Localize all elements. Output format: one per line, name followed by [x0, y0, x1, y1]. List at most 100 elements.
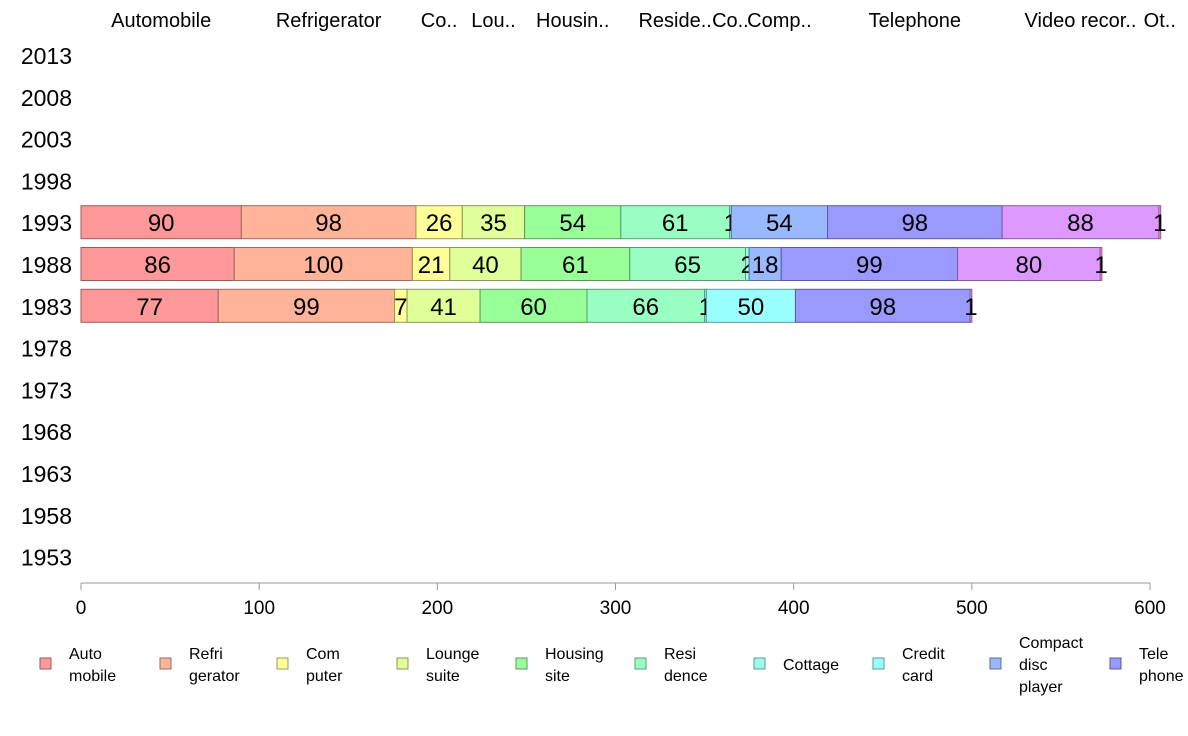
legend-label: Cottage [783, 657, 839, 674]
bar-segment-refrigerator [217, 288, 396, 323]
y-tick-label: 1963 [21, 461, 72, 487]
series-top-label: Co.. [421, 10, 458, 32]
legend-label: disc [1019, 657, 1047, 674]
bar-value-label: 1 [964, 294, 977, 321]
bar-segment-automobile [80, 288, 219, 323]
legend-swatch [1109, 657, 1122, 670]
legend-swatch [634, 657, 647, 670]
bar-value-label: 18 [752, 252, 779, 279]
bar-segment-telephone [827, 205, 1003, 240]
bar-value-label: 61 [562, 252, 589, 279]
bar-segment-compact-disc-player [748, 247, 782, 281]
bar-value-label: 41 [430, 294, 457, 321]
series-top-label: Ot.. [1144, 10, 1176, 32]
bar-segment-residence [620, 205, 731, 240]
bar-value-label: 98 [901, 210, 928, 237]
legend-label: player [1019, 679, 1063, 696]
legend-swatch [753, 657, 766, 670]
y-tick-label: 1958 [21, 503, 72, 529]
legend-label: Auto [69, 646, 102, 663]
x-tick-label: 600 [1134, 598, 1166, 619]
bar-value-label: 54 [766, 210, 793, 237]
bar-value-label: 26 [426, 210, 453, 237]
legend-swatch [39, 657, 52, 670]
series-top-label: Video recor.. [1025, 10, 1137, 32]
legend-label: Com [306, 646, 340, 663]
y-tick-label: 1978 [21, 336, 72, 362]
bar-segment-residence [586, 288, 706, 323]
bar-value-label: 66 [632, 294, 659, 321]
legend-label: Housing [545, 646, 604, 663]
legend-label: mobile [69, 668, 116, 685]
bar-value-label: 77 [136, 294, 163, 321]
bar-segment-telephone [780, 247, 959, 281]
bar-value-label: 35 [480, 210, 507, 237]
legend-label: Resi [664, 646, 696, 663]
x-tick-label: 0 [76, 598, 87, 619]
bar-value-label: 98 [869, 294, 896, 321]
bar-value-label: 86 [144, 252, 171, 279]
bar-value-label: 50 [738, 294, 765, 321]
x-tick-label: 500 [956, 598, 988, 619]
legend-label: Lounge [426, 646, 479, 663]
y-tick-label: 2013 [21, 43, 72, 69]
legend-label: Compact [1019, 635, 1084, 652]
x-tick-label: 200 [421, 598, 453, 619]
bar-value-label: 100 [303, 252, 343, 279]
series-top-label: Telephone [869, 10, 961, 32]
x-tick-label: 100 [243, 598, 275, 619]
bar-value-label: 88 [1067, 210, 1094, 237]
bar-value-label: 1 [1094, 252, 1107, 279]
legend-label: Tele [1139, 646, 1168, 663]
bar-segment-other [1099, 247, 1103, 281]
legend-swatch [276, 657, 289, 670]
y-tick-label: 1968 [21, 419, 72, 445]
series-top-label: Housin.. [536, 10, 609, 32]
y-tick-label: 1953 [21, 545, 72, 571]
bar-value-label: 99 [856, 252, 883, 279]
bar-value-label: 7 [394, 294, 407, 321]
bar-value-label: 61 [662, 210, 689, 237]
series-top-label: Reside.. [638, 10, 711, 32]
y-tick-label: 2003 [21, 127, 72, 153]
series-top-label: Co.. [712, 10, 749, 32]
bar-segment-refrigerator [240, 205, 417, 240]
legend-label: phone [1139, 668, 1184, 685]
x-tick-label: 400 [778, 598, 810, 619]
legend-label: Credit [902, 646, 945, 663]
y-tick-label: 1988 [21, 252, 72, 278]
bar-segment-video-recorder [969, 288, 973, 323]
bar-segment-telephone [794, 288, 971, 323]
series-top-label: Refrigerator [276, 10, 382, 32]
y-tick-label: 1993 [21, 210, 72, 236]
bar-value-label: 99 [293, 294, 320, 321]
legend-swatch [872, 657, 885, 670]
y-tick-label: 2008 [21, 85, 72, 111]
legend-label: puter [306, 668, 343, 685]
bar-value-label: 90 [148, 210, 175, 237]
bar-segment-credit-card [705, 288, 796, 323]
legend-label: card [902, 668, 933, 685]
y-tick-label: 1998 [21, 168, 72, 194]
bar-value-label: 80 [1015, 252, 1042, 279]
bar-value-label: 21 [418, 252, 445, 279]
y-tick-label: 1983 [21, 294, 72, 320]
legend-swatch [515, 657, 528, 670]
bar-segment-other [1158, 205, 1162, 240]
legend-label: site [545, 668, 570, 685]
legend-label: gerator [189, 668, 240, 685]
bar-segment-lounge-suite [406, 288, 481, 323]
bar-segment-automobile [80, 205, 242, 240]
bar-segment-residence [629, 247, 747, 281]
bar-value-label: 40 [472, 252, 499, 279]
legend-swatch [989, 657, 1002, 670]
legend-swatch [396, 657, 409, 670]
series-top-label: Lou.. [471, 10, 515, 32]
series-top-label: Comp.. [747, 10, 811, 32]
bar-value-label: 54 [559, 210, 586, 237]
x-tick-label: 300 [600, 598, 632, 619]
bar-segment-housing-site [479, 288, 588, 323]
y-tick-label: 1973 [21, 377, 72, 403]
bar-segment-lounge-suite [449, 247, 522, 281]
bar-value-label: 65 [674, 252, 701, 279]
